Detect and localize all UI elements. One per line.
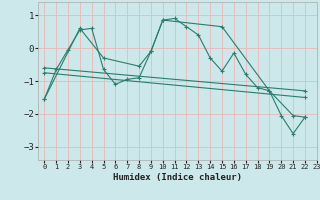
X-axis label: Humidex (Indice chaleur): Humidex (Indice chaleur) [113,173,242,182]
